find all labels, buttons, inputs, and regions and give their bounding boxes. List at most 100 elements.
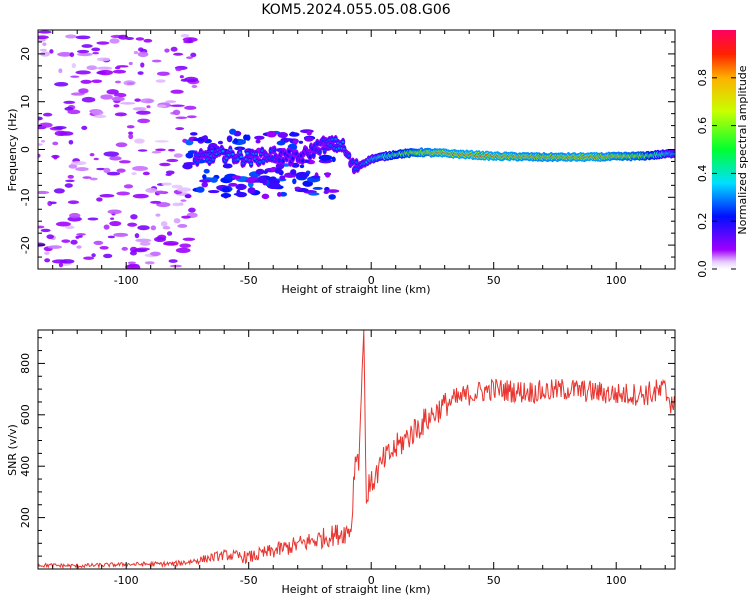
noise-cell: [220, 193, 232, 198]
noise-cell: [96, 197, 103, 202]
noise-cell: [91, 79, 103, 84]
noise-cell: [76, 245, 82, 249]
noise-cell: [255, 168, 265, 175]
noise-cell: [38, 122, 53, 128]
noise-cell: [182, 237, 196, 241]
ridge-core-cell: [249, 162, 253, 166]
noise-cell: [175, 247, 191, 254]
ridge-core-cell: [239, 155, 243, 159]
ridge-core-cell: [246, 152, 249, 155]
noise-cell: [221, 186, 230, 193]
noise-cell: [292, 139, 298, 146]
noise-cell: [155, 213, 161, 217]
noise-cell: [255, 139, 261, 144]
noise-cell: [170, 104, 185, 107]
noise-cell: [165, 100, 177, 103]
noise-cell: [156, 190, 165, 195]
snr-axes: -100 -50 0 50 100 200 400 600 800: [19, 330, 675, 587]
ridge-core-cell: [277, 158, 281, 162]
noise-cell: [137, 118, 150, 124]
noise-cell: [143, 38, 153, 43]
noise-cell: [166, 231, 173, 236]
spectrogram-frame: [37, 29, 676, 270]
noise-cell: [123, 184, 134, 189]
noise-cell: [175, 116, 188, 120]
ridge-core-cell: [236, 158, 240, 161]
noise-cell: [156, 104, 167, 108]
noise-cell: [70, 239, 78, 245]
noise-cell: [180, 78, 189, 82]
noise-cell: [109, 38, 120, 44]
noise-cell: [44, 258, 51, 263]
ridge-core-cell: [347, 154, 351, 158]
noise-cell: [51, 259, 68, 264]
noise-cell: [65, 34, 77, 39]
noise-cell: [169, 264, 182, 268]
noise-cell: [113, 104, 120, 108]
noise-cell: [290, 169, 297, 175]
snr-xtick-label: 100: [606, 574, 627, 587]
noise-cell: [282, 163, 291, 167]
noise-cell: [67, 216, 82, 222]
noise-cell: [172, 202, 182, 207]
noise-cell: [127, 222, 138, 227]
noise-cell: [82, 176, 92, 179]
noise-cell: [100, 94, 113, 100]
noise-cell: [160, 221, 168, 227]
noise-cell: [38, 116, 43, 121]
spectrogram-ytick-label: -10: [19, 188, 32, 206]
noise-cell: [184, 194, 192, 199]
noise-cell: [331, 156, 336, 163]
noise-cell: [328, 194, 336, 200]
noise-cell: [133, 50, 139, 55]
noise-cell: [136, 110, 151, 115]
noise-cell: [199, 179, 212, 183]
snr-plot-area: [38, 330, 675, 569]
noise-cell: [164, 48, 170, 53]
snr-series-line: [38, 330, 675, 569]
noise-cell: [116, 168, 126, 173]
noise-cell: [209, 177, 218, 183]
noise-cell: [92, 51, 100, 55]
noise-cell: [189, 132, 198, 136]
noise-cell: [57, 52, 73, 57]
spectrogram-ytick-label: 10: [19, 95, 32, 109]
colorbar-tick-label: 0.2: [696, 212, 709, 230]
noise-cell: [93, 114, 107, 119]
ridge-core-cell: [323, 149, 327, 152]
noise-cell: [64, 183, 73, 188]
noise-cell: [203, 168, 210, 174]
noise-cell: [114, 112, 127, 117]
noise-cell: [191, 85, 198, 88]
noise-cell: [98, 69, 114, 76]
snr-ylabel: SNR (v/v): [6, 424, 19, 476]
noise-cell: [121, 246, 128, 251]
noise-cell: [132, 166, 149, 171]
noise-cell: [71, 63, 77, 69]
noise-cell: [257, 176, 267, 184]
noise-cell: [39, 51, 51, 57]
noise-cell: [179, 75, 184, 79]
spectrogram-ytick-label: -20: [19, 236, 32, 254]
snr-ytick-label: 600: [19, 404, 32, 425]
noise-cell: [172, 109, 181, 116]
noise-cell: [99, 246, 109, 250]
noise-cell: [171, 184, 183, 189]
noise-cell: [233, 138, 239, 144]
noise-cell: [180, 199, 187, 202]
noise-cell: [150, 225, 157, 231]
noise-cell: [133, 265, 141, 269]
noise-cell: [154, 140, 169, 143]
noise-cell: [111, 96, 125, 102]
noise-cell: [99, 194, 115, 198]
noise-cell: [128, 61, 133, 66]
noise-cell: [186, 56, 193, 60]
noise-cell: [39, 48, 48, 52]
ridge-core-cell: [231, 152, 235, 156]
noise-cell: [137, 51, 149, 58]
noise-cell: [146, 105, 151, 109]
colorbar-tick-label: 0.0: [696, 260, 709, 278]
noise-cell: [322, 155, 328, 162]
ridge-core-cell: [270, 157, 274, 160]
ridge-core-cell: [208, 160, 211, 164]
